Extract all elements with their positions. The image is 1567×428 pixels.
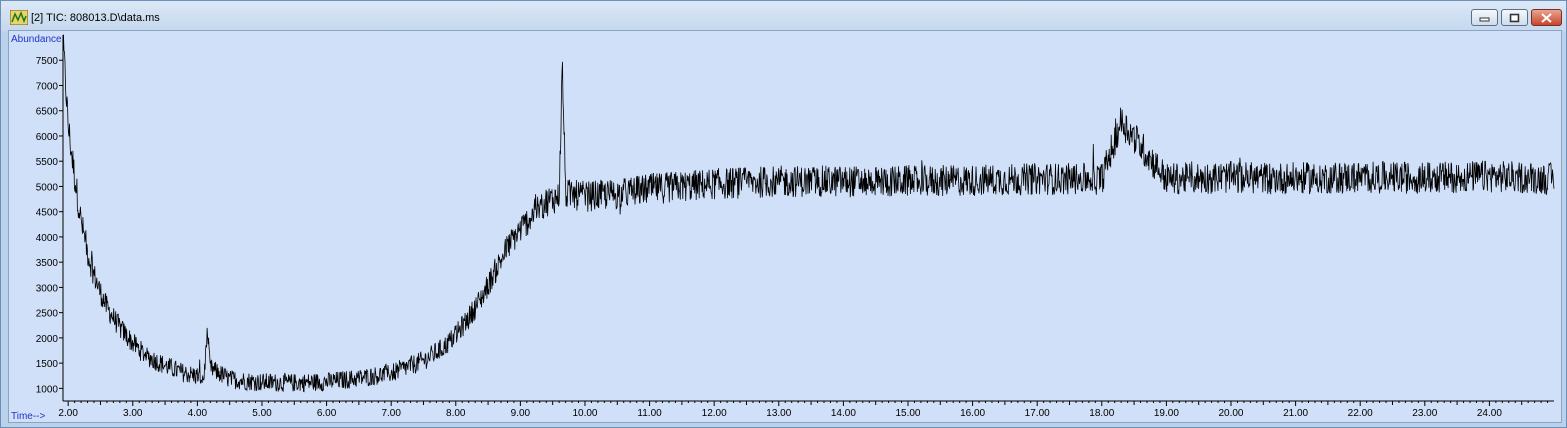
x-tick-label: 8.00 <box>446 408 466 419</box>
x-tick-label: 18.00 <box>1089 408 1114 419</box>
x-tick-label: 24.00 <box>1477 408 1502 419</box>
x-tick-label: 3.00 <box>123 408 143 419</box>
x-tick-label: 14.00 <box>831 408 856 419</box>
x-tick-label: 4.00 <box>188 408 208 419</box>
y-tick-label: 5500 <box>36 157 59 168</box>
x-tick-label: 7.00 <box>381 408 401 419</box>
x-axis-ticks: 2.00 3.00 4.00 5.00 6.00 7.00 8.00 9.00 10.00 11.… <box>58 401 1549 419</box>
y-tick-label: 7000 <box>36 81 59 92</box>
x-tick-label: 19.00 <box>1154 408 1179 419</box>
tic-chromatogram-chart: 1000 1500 2000 2500 3000 3500 4000 4500 5000 5500… <box>11 34 1555 422</box>
y-tick-label: 4000 <box>36 233 59 244</box>
minimize-icon <box>1479 17 1490 21</box>
tic-trace-series <box>63 34 1555 393</box>
y-axis-ticks: 1000 1500 2000 2500 3000 3500 4000 4500 5000 5500… <box>36 56 63 395</box>
y-tick-label: 1500 <box>36 359 59 370</box>
y-tick-label: 7500 <box>36 56 59 67</box>
close-button[interactable] <box>1531 9 1562 26</box>
y-tick-label: 3500 <box>36 258 59 269</box>
x-axis-label: Time--> <box>11 411 46 422</box>
x-tick-label: 2.00 <box>58 408 78 419</box>
y-tick-label: 1000 <box>36 384 59 395</box>
x-tick-label: 13.00 <box>766 408 791 419</box>
x-tick-label: 10.00 <box>572 408 597 419</box>
y-tick-label: 5000 <box>36 182 59 193</box>
y-tick-label: 2500 <box>36 309 59 320</box>
x-tick-label: 11.00 <box>637 408 662 419</box>
minimize-button[interactable] <box>1471 9 1498 26</box>
title-bar[interactable]: [2] TIC: 808013.D\data.ms <box>1 1 1566 30</box>
y-tick-label: 6000 <box>36 132 59 143</box>
y-tick-label: 2000 <box>36 334 59 345</box>
y-tick-label: 3000 <box>36 283 59 294</box>
x-tick-label: 6.00 <box>317 408 337 419</box>
x-tick-label: 16.00 <box>960 408 985 419</box>
y-tick-label: 4500 <box>36 208 59 219</box>
x-tick-label: 12.00 <box>702 408 727 419</box>
y-tick-label: 6500 <box>36 107 59 118</box>
close-icon <box>1541 12 1552 23</box>
y-axis-label: Abundance <box>11 34 62 45</box>
x-tick-label: 17.00 <box>1025 408 1050 419</box>
x-tick-label: 5.00 <box>252 408 272 419</box>
x-tick-label: 15.00 <box>895 408 920 419</box>
maximize-button[interactable] <box>1501 9 1528 26</box>
x-tick-label: 9.00 <box>511 408 531 419</box>
maximize-icon <box>1509 13 1520 22</box>
x-tick-label: 21.00 <box>1283 408 1308 419</box>
window-title: [2] TIC: 808013.D\data.ms <box>31 12 160 24</box>
x-tick-label: 20.00 <box>1218 408 1243 419</box>
x-tick-label: 22.00 <box>1348 408 1373 419</box>
chromatogram-app-icon <box>10 10 28 25</box>
x-tick-label: 23.00 <box>1412 408 1437 419</box>
plot-area[interactable]: 1000 1500 2000 2500 3000 3500 4000 4500 5000 5500… <box>8 30 1562 423</box>
